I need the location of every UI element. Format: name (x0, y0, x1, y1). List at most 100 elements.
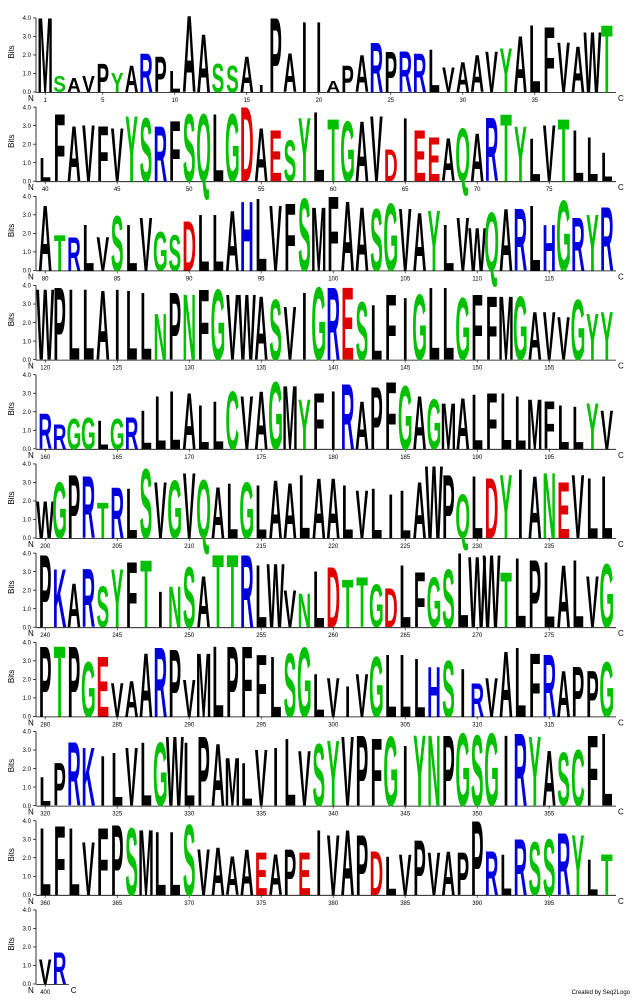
logo-letter: G (556, 180, 571, 293)
y-tick-label: 4.0 (23, 730, 32, 736)
x-tick-label: 65 (402, 187, 409, 193)
y-tick-label: 4.0 (23, 819, 32, 825)
logo-letter: P (226, 626, 239, 739)
y-tick-label: 2.0 (23, 945, 32, 951)
logo-letter: L (126, 272, 138, 382)
y-tick-label: 1.0 (23, 696, 32, 702)
logo-letter: P (39, 626, 52, 739)
y-axis-label: Bits (7, 848, 16, 861)
x-tick-label: 270 (472, 633, 483, 639)
y-tick-label: 4.0 (23, 16, 32, 22)
logo-letter: V (399, 190, 412, 290)
logo-letter: V (154, 466, 167, 556)
logo-letter: A (254, 373, 268, 467)
x-tick-label: 40 (42, 187, 49, 193)
logo-letter: S (471, 715, 484, 828)
x-tick-label: 275 (544, 633, 555, 639)
x-tick-label: 315 (544, 722, 555, 728)
logo-letter: G (369, 639, 384, 736)
y-tick-label: 4.0 (23, 373, 32, 379)
logo-letter: V (111, 673, 124, 727)
c-terminus-label: C (618, 897, 624, 906)
logo-letter: V (125, 730, 138, 824)
logo-letter: L (443, 212, 455, 285)
logo-letter: G (153, 723, 168, 825)
x-tick-label: 260 (328, 633, 339, 639)
logo-letter: R (67, 227, 81, 281)
y-tick-label: 4.0 (23, 908, 32, 914)
y-tick-label: 2.0 (23, 142, 32, 148)
logo-letter: S (140, 98, 153, 200)
logo-letter: L (169, 812, 181, 914)
logo-letter: L (140, 398, 152, 461)
c-terminus-label: C (618, 540, 624, 549)
logo-letter: L (385, 844, 397, 907)
logo-letter: F (169, 104, 181, 201)
logo-letter: T (327, 101, 339, 201)
y-axis-label: Bits (7, 45, 16, 58)
logo-letter: F (54, 807, 66, 917)
logo-letter: L (471, 458, 483, 558)
x-tick-label: 175 (256, 455, 267, 461)
logo-letter: Y (572, 817, 585, 914)
logo-letter: P (528, 540, 541, 648)
logo-letter: V (96, 227, 109, 281)
logo-letter: S (528, 826, 541, 911)
logo-letter: A (240, 836, 254, 909)
n-terminus-label: N (28, 272, 34, 281)
y-tick-label: 0.0 (23, 804, 32, 810)
logo-letter: T (54, 225, 66, 282)
x-tick-label: 165 (112, 455, 123, 461)
logo-letter: L (299, 455, 311, 557)
logo-letter: L (428, 37, 440, 106)
x-tick-label: 75 (546, 187, 553, 193)
logo-letter: A (197, 561, 211, 643)
logo-letter: A (470, 120, 484, 196)
x-tick-label: 135 (256, 366, 267, 372)
logo-letter: A (283, 468, 297, 556)
logo-letter: P (68, 455, 81, 557)
logo-letter: L (198, 392, 210, 462)
logo-letter: F (471, 276, 483, 380)
logo-letter: G (412, 276, 427, 380)
y-tick-label: 0.0 (23, 536, 32, 542)
logo-letter: F (97, 111, 109, 199)
logo-letter: G (383, 183, 398, 291)
logo-row-6: Bits 0.0 1.0 2.0 3.0 4.0 N C 200 205 210 215 220 225 2… (7, 443, 624, 560)
n-terminus-label: N (28, 808, 34, 817)
logo-letter: S (125, 807, 138, 915)
logo-letter: R (139, 41, 153, 104)
logo-letter: R (53, 418, 67, 458)
x-tick-label: 340 (328, 812, 339, 818)
logo-letter: M (225, 744, 241, 820)
x-tick-label: 240 (40, 633, 51, 639)
logo-letter: A (254, 277, 268, 379)
x-tick-label: 170 (184, 455, 195, 461)
logo-letter: W (468, 215, 486, 284)
logo-letter: I (345, 679, 350, 727)
y-tick-label: 1.0 (23, 874, 32, 880)
logo-letter: Y (125, 98, 138, 202)
logo-letter: V (356, 477, 369, 553)
logo-letter: F (486, 377, 498, 467)
logo-letter: L (601, 144, 613, 190)
logo-letter: A (442, 126, 456, 195)
logo-row-10: Bits 0.0 1.0 2.0 3.0 4.0 N C 360 365 370 375 380 385 3… (7, 800, 624, 918)
c-terminus-label: C (618, 451, 624, 460)
logo-letter: F (543, 387, 555, 463)
y-axis-label: Bits (7, 491, 16, 504)
logo-letter: L (500, 844, 512, 909)
logo-letter: V (82, 826, 95, 911)
logo-letter: V (82, 72, 95, 97)
logo-letter: D (485, 461, 499, 558)
logo-letter: E (413, 115, 426, 197)
y-tick-label: 4.0 (23, 105, 32, 111)
logo-letter: P (572, 654, 585, 733)
y-tick-label: 4.0 (23, 195, 32, 201)
logo-letter: F (255, 636, 267, 736)
logo-letter: E (428, 124, 441, 194)
logo-letter: L (601, 458, 613, 558)
y-tick-label: 3.0 (23, 481, 32, 487)
logo-letter: G (153, 220, 168, 283)
